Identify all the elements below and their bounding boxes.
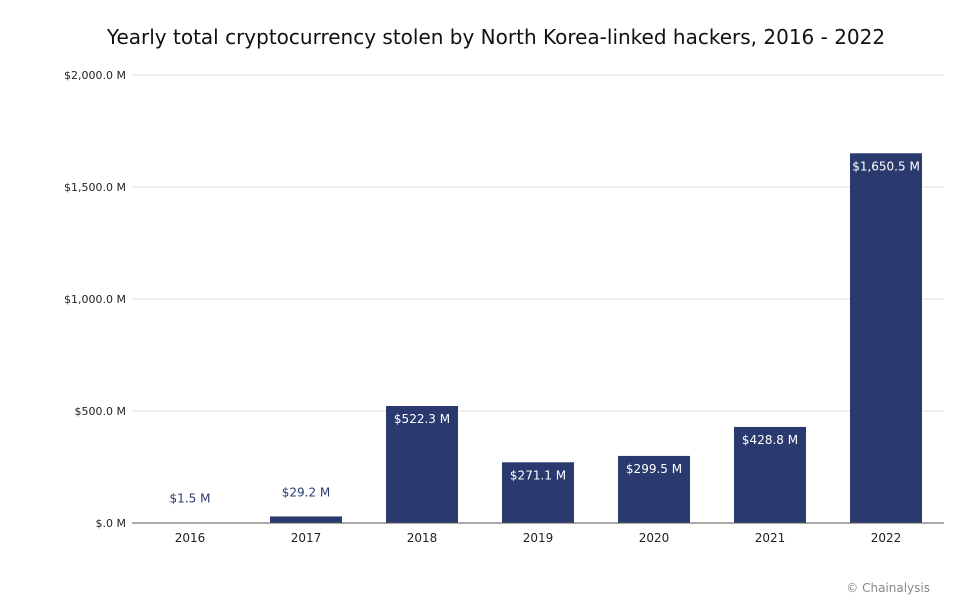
bar-2017 (270, 516, 342, 523)
y-tick-label: $2,000.0 M (64, 69, 126, 82)
bar-2018 (386, 406, 458, 523)
data-label: $1.5 M (170, 492, 211, 506)
bars (154, 153, 922, 523)
x-tick-label: 2021 (755, 531, 786, 545)
x-tick-label: 2019 (523, 531, 554, 545)
y-axis-ticks: $.0 M $500.0 M $1,000.0 M $1,500.0 M $2,000.… (64, 69, 126, 530)
bar-2019 (502, 462, 574, 523)
x-tick-label: 2020 (639, 531, 670, 545)
data-label: $522.3 M (394, 412, 450, 426)
bar-2020 (618, 455, 690, 523)
y-tick-label: $1,000.0 M (64, 293, 126, 306)
x-tick-label: 2022 (871, 531, 902, 545)
data-label: $271.1 M (510, 468, 566, 482)
x-tick-label: 2016 (175, 531, 206, 545)
data-label: $428.8 M (742, 433, 798, 447)
data-label: $29.2 M (282, 485, 331, 499)
data-label: $1,650.5 M (852, 159, 920, 173)
bar-2021 (734, 426, 806, 523)
data-labels: $1.5 M $29.2 M $522.3 M $271.1 M $299.5 M $42… (170, 159, 920, 505)
y-tick-label: $500.0 M (75, 405, 126, 418)
gridlines (132, 74, 944, 412)
y-tick-label: $.0 M (96, 517, 126, 530)
data-label: $299.5 M (626, 462, 682, 476)
source-credit: © Chainalysis (846, 581, 930, 595)
x-axis-ticks: 2016 2017 2018 2019 2020 2021 2022 (175, 531, 902, 545)
x-tick-label: 2017 (291, 531, 322, 545)
chart-title: Yearly total cryptocurrency stolen by No… (106, 25, 885, 49)
x-tick-label: 2018 (407, 531, 438, 545)
bar-2022 (850, 153, 922, 523)
y-tick-label: $1,500.0 M (64, 181, 126, 194)
